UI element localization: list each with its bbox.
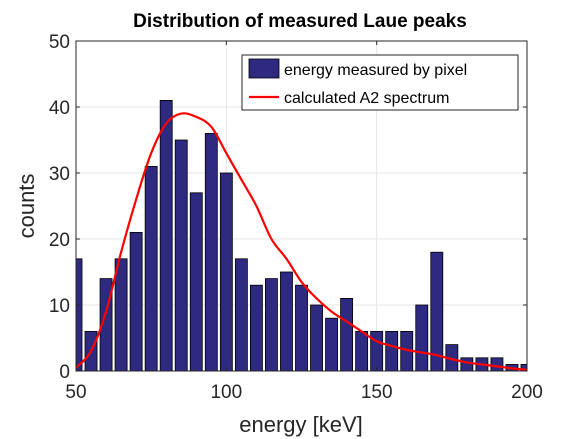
bar bbox=[204, 132, 218, 372]
x-axis-label: energy [keV] bbox=[239, 412, 363, 437]
bar bbox=[355, 330, 369, 372]
bar bbox=[325, 317, 338, 372]
bar bbox=[265, 278, 278, 372]
bar bbox=[370, 330, 384, 372]
y-tick-label: 20 bbox=[49, 230, 70, 251]
x-tick-label: 50 bbox=[65, 382, 86, 403]
bar bbox=[249, 284, 263, 372]
y-axis-label: counts bbox=[14, 174, 39, 239]
calculated-spectrum-line bbox=[75, 112, 528, 371]
bar bbox=[174, 139, 188, 372]
bar bbox=[490, 357, 504, 372]
bar bbox=[219, 172, 233, 372]
legend: energy measured by pixel calculated A2 s… bbox=[241, 54, 519, 111]
plot-frame bbox=[75, 40, 528, 372]
bar-series bbox=[75, 100, 528, 372]
bar bbox=[75, 258, 83, 372]
bar bbox=[415, 304, 429, 372]
bar bbox=[430, 251, 444, 372]
y-tick-label: 10 bbox=[49, 296, 70, 317]
x-tick-label: 150 bbox=[361, 382, 393, 403]
x-tick-label: 200 bbox=[511, 382, 543, 403]
legend-box bbox=[241, 54, 519, 111]
bar bbox=[159, 100, 173, 372]
bar bbox=[280, 271, 293, 372]
legend-label-line: calculated A2 spectrum bbox=[284, 90, 449, 107]
bar bbox=[385, 330, 399, 372]
legend-label-bars: energy measured by pixel bbox=[284, 62, 467, 79]
y-tick-label: 40 bbox=[49, 98, 70, 119]
chart-title: Distribution of measured Laue peaks bbox=[133, 11, 467, 32]
bar bbox=[234, 258, 248, 372]
bar bbox=[189, 192, 203, 372]
bar bbox=[295, 284, 308, 372]
bar bbox=[310, 304, 323, 372]
bar bbox=[144, 165, 158, 372]
y-tick-label: 0 bbox=[59, 362, 70, 383]
legend-swatch-bars bbox=[248, 58, 280, 79]
bar bbox=[460, 357, 474, 372]
bar bbox=[340, 297, 354, 372]
y-tick-label: 50 bbox=[49, 32, 70, 53]
bar bbox=[114, 258, 128, 372]
axis-ticks: 0 10 20 30 40 50 50 100 150 200 bbox=[49, 32, 543, 403]
y-tick-label: 30 bbox=[49, 164, 70, 185]
bar bbox=[129, 231, 143, 372]
x-tick-label: 100 bbox=[210, 382, 242, 403]
